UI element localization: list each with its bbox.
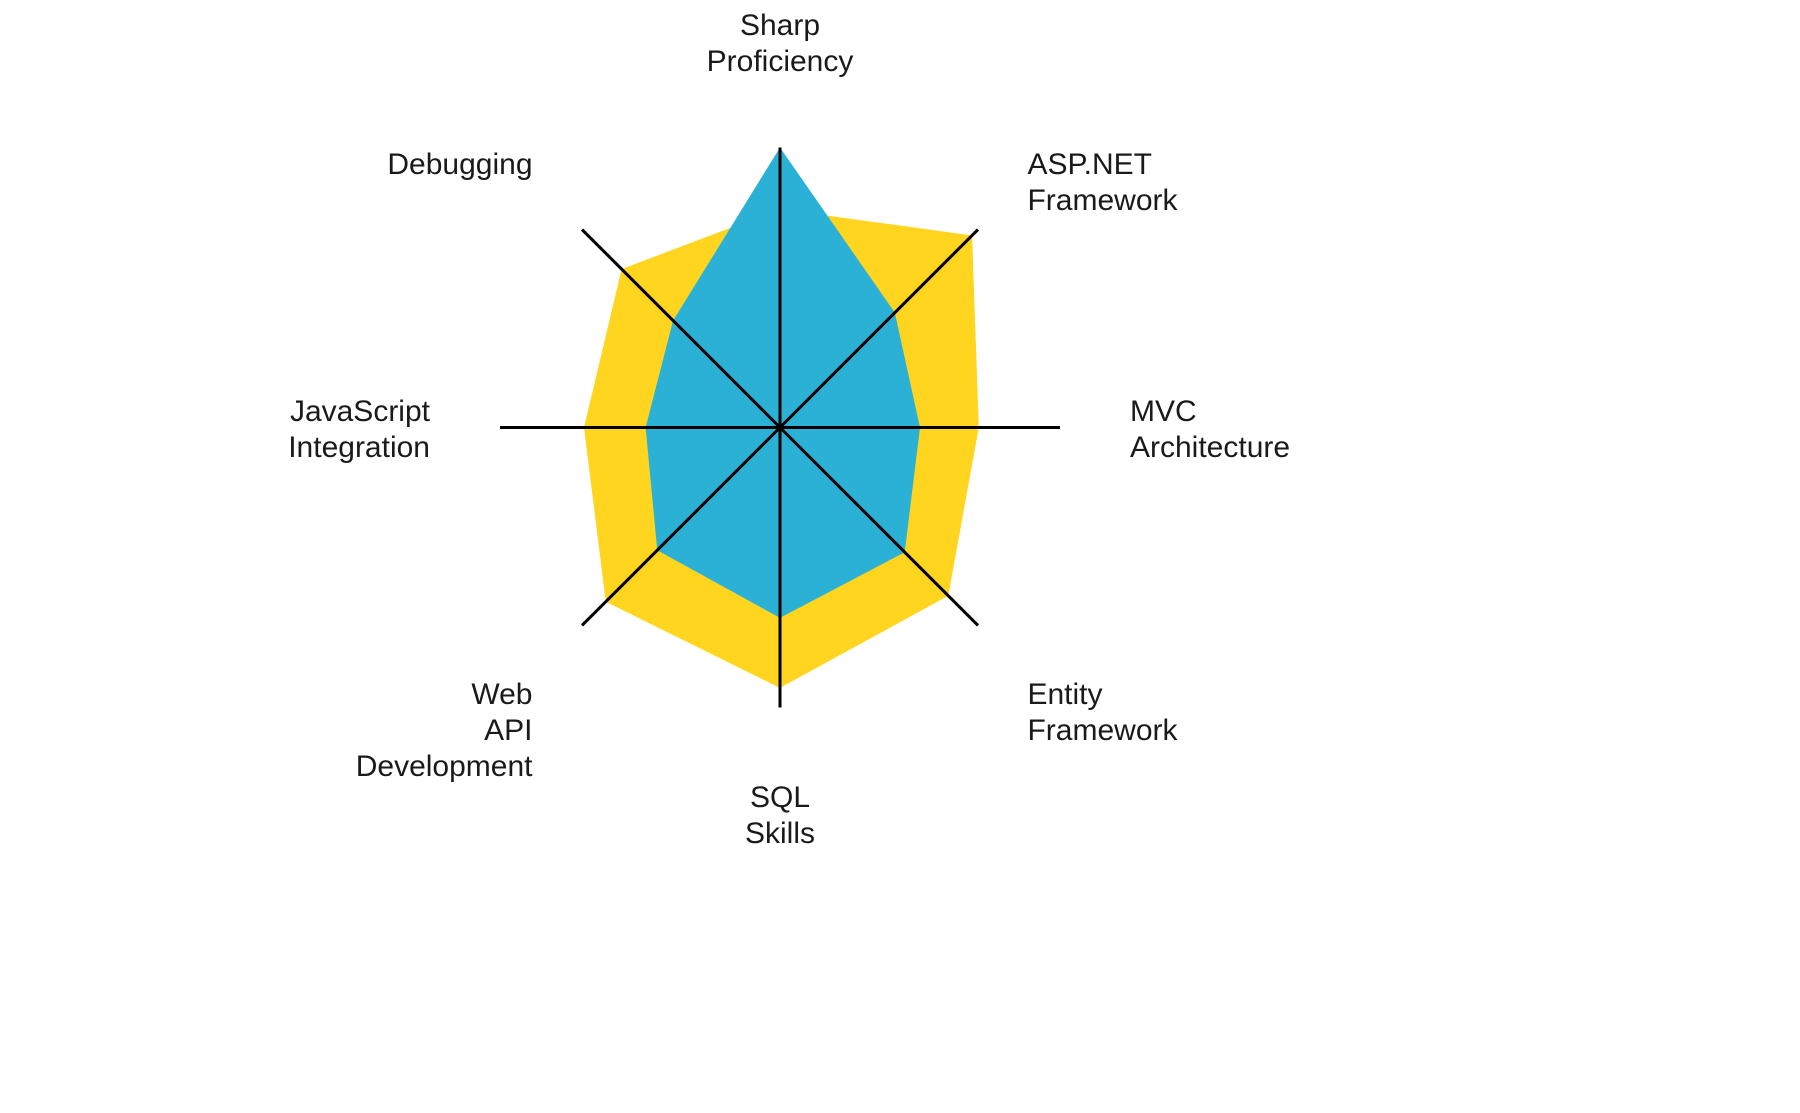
radar-chart	[100, 0, 1460, 1113]
series-inner	[646, 148, 920, 618]
axis-label: Web API Development	[356, 677, 533, 785]
axis-label: JavaScript Integration	[288, 394, 430, 466]
axis-label: SQL Skills	[745, 780, 815, 852]
axis-label: MVC Architecture	[1130, 394, 1290, 466]
axis-label: Entity Framework	[1027, 677, 1177, 749]
axis-label: C Sharp Proficiency	[707, 0, 854, 80]
axis-label: ASP.NET Framework	[1027, 147, 1177, 219]
axis-label: Debugging	[387, 147, 532, 183]
radar-svg	[100, 0, 1460, 1108]
